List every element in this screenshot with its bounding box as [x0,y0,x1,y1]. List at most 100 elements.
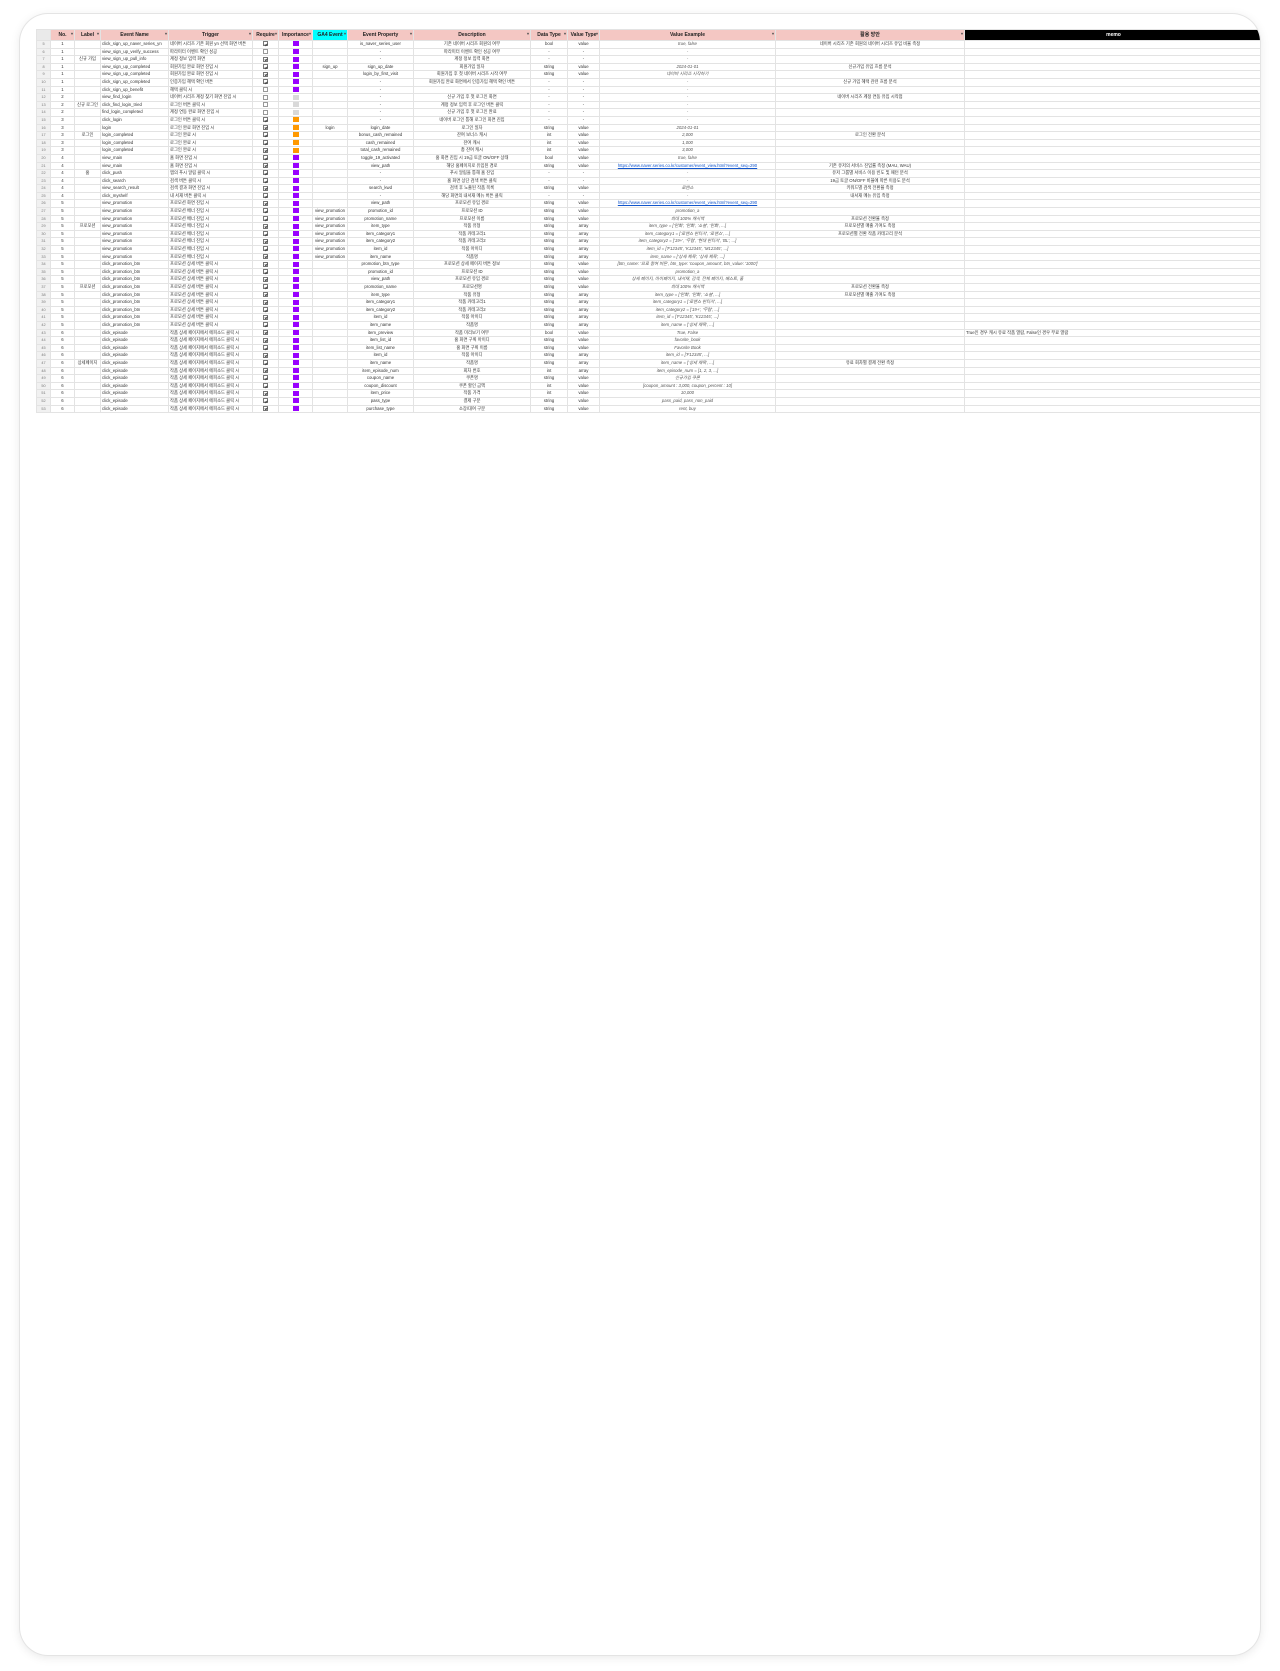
cell-event-name[interactable]: view_promotion [100,237,169,247]
importance-swatch[interactable] [278,47,313,57]
cell-data-type[interactable]: string [530,275,568,284]
cell-data-type[interactable]: string [530,305,568,315]
cell-ga4-event[interactable]: sign_up [312,62,348,72]
cell-value-type[interactable]: - [567,100,600,110]
require-checkbox[interactable] [252,207,279,216]
checkbox-icon[interactable] [263,254,268,259]
cell-label[interactable] [74,305,101,315]
cell-usage[interactable] [775,260,965,269]
cell-memo[interactable] [964,207,1260,216]
checkbox-icon[interactable] [263,360,268,366]
require-checkbox[interactable] [252,108,279,117]
cell-usage[interactable]: 네이버 시리즈 기존 회원의 네이버 시리즈 유입 비율 측정 [775,40,965,49]
cell-usage[interactable] [775,366,965,376]
cell-description[interactable]: 프로모션 유입 경로 [413,199,531,209]
cell-data-type[interactable]: string [530,252,568,262]
require-checkbox[interactable] [252,351,279,360]
require-checkbox[interactable] [252,381,279,391]
cell-event-name[interactable]: click_episode [100,351,169,360]
cell-trigger[interactable]: 프로모션 상세 버튼 클릭 시 [168,320,253,330]
cell-memo[interactable] [964,184,1260,193]
cell-ga4-event[interactable] [312,131,348,140]
cell-data-type[interactable]: - [530,115,568,125]
cell-event-property[interactable]: - [347,93,414,102]
cell-trigger[interactable]: 프로모션 상세 버튼 클릭 시 [168,298,253,307]
col-header-label[interactable]: Label ▾ [74,29,101,41]
cell-memo[interactable] [964,298,1260,307]
cell-value-example[interactable]: promotion_a [599,267,776,277]
cell-usage[interactable] [775,245,965,254]
cell-description[interactable]: 신규 가입 후 첫 로그인 화면 [413,93,531,102]
require-checkbox[interactable] [252,290,279,300]
cell-event-name[interactable]: view_promotion [100,229,169,239]
importance-swatch[interactable] [278,381,313,391]
checkbox-icon[interactable] [263,64,268,70]
cell-value-example[interactable]: 1,000 [599,138,776,148]
cell-event-name[interactable]: login_completed [100,131,169,140]
cell-value-type[interactable]: value [567,131,600,140]
cell-description[interactable]: 작품 아이디 [413,351,531,360]
cell-usage[interactable] [775,336,965,345]
cell-trigger[interactable]: 회원가입 완료 화면 진입 시 [168,62,253,72]
require-checkbox[interactable] [252,252,279,262]
require-checkbox[interactable] [252,100,279,110]
cell-label[interactable] [74,260,101,269]
checkbox-icon[interactable] [263,352,268,358]
cell-description[interactable]: 계정 정보 입력 후 로그인 버튼 클릭 [413,100,531,110]
cell-event-name[interactable]: click_episode [100,358,169,368]
cell-ga4-event[interactable] [312,47,348,57]
cell-event-property[interactable]: sign_up_date [347,62,414,72]
cell-data-type[interactable]: string [530,207,568,216]
cell-data-type[interactable]: - [530,169,568,178]
cell-event-property[interactable]: - [347,47,414,57]
cell-event-property[interactable]: item_category2 [347,305,414,315]
filter-icon[interactable]: ▾ [526,31,529,36]
cell-label[interactable] [74,85,101,95]
cell-trigger[interactable]: 프로모션 상세 버튼 클릭 시 [168,283,253,292]
cell-value-type[interactable]: - [567,108,600,117]
checkbox-icon[interactable] [263,109,268,115]
cell-ga4-event[interactable] [312,138,348,148]
checkbox-icon[interactable] [263,276,268,282]
require-checkbox[interactable] [252,47,279,57]
cell-trigger[interactable]: 작품 상세 페이지에서 에피소드 클릭 시 [168,396,253,406]
cell-data-type[interactable]: string [530,374,568,383]
cell-ga4-event[interactable] [312,381,348,391]
cell-label[interactable] [74,290,101,300]
cell-event-name[interactable]: click_sign_up_naver_series_yn [100,40,169,49]
cell-event-name[interactable]: click_promotion_btn [100,313,169,322]
importance-swatch[interactable] [278,374,313,383]
importance-swatch[interactable] [278,108,313,117]
cell-usage[interactable] [775,267,965,277]
cell-no[interactable]: 6 [50,366,75,376]
checkbox-icon[interactable] [263,124,268,130]
cell-no[interactable]: 5 [50,260,75,269]
cell-event-property[interactable]: - [347,169,414,178]
cell-memo[interactable] [964,214,1260,224]
cell-description[interactable]: 해당 화면의 내서재 메뉴 버튼 클릭 [413,191,531,201]
cell-ga4-event[interactable] [312,298,348,307]
cell-data-type[interactable]: string [530,237,568,247]
require-checkbox[interactable] [252,153,279,163]
cell-no[interactable]: 3 [50,131,75,140]
checkbox-icon[interactable] [263,292,268,297]
cell-trigger[interactable]: 로그인 버튼 클릭 시 [168,115,253,125]
cell-event-name[interactable]: view_sign_up_completed [100,70,169,79]
cell-trigger[interactable]: 프로모션 배너 진입 시 [168,237,253,247]
checkbox-icon[interactable] [263,383,268,389]
cell-event-property[interactable]: promotion_btn_type [347,260,414,269]
require-checkbox[interactable] [252,138,279,148]
cell-label[interactable]: 신규 로그인 [74,100,101,110]
checkbox-icon[interactable] [263,367,268,373]
importance-swatch[interactable] [278,358,313,368]
cell-data-type[interactable]: string [530,123,568,133]
cell-no[interactable]: 1 [50,40,75,49]
checkbox-icon[interactable] [263,162,268,168]
cell-value-type[interactable]: array [567,305,600,315]
cell-no[interactable]: 4 [50,153,75,163]
cell-value-example[interactable]: item_name = ['상세 제목', ...] [599,358,776,368]
cell-value-type[interactable]: value [567,62,600,72]
cell-label[interactable] [74,93,101,102]
cell-usage[interactable]: 키워드별 검색 전환율 측정 [775,184,965,193]
filter-icon[interactable]: ▾ [595,31,598,36]
